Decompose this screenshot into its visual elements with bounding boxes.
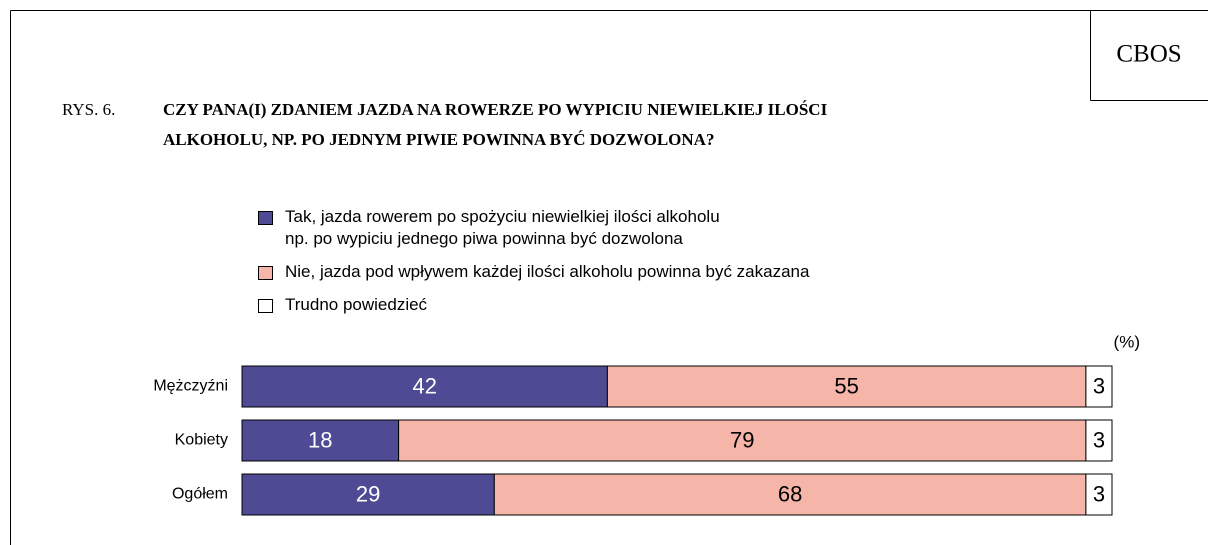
source-label: CBOS xyxy=(1116,41,1181,68)
bar-segment xyxy=(493,473,1087,516)
legend: Tak, jazda rowerem po spożyciu niewielki… xyxy=(258,206,809,327)
value-label: 18 xyxy=(308,427,332,452)
legend-swatch xyxy=(258,211,273,225)
category-label: Mężczyźni xyxy=(153,378,228,395)
legend-swatch xyxy=(258,266,273,280)
bar-segment xyxy=(241,365,608,408)
bar-segment xyxy=(241,419,400,462)
value-label: 79 xyxy=(730,427,754,452)
value-label: 3 xyxy=(1093,373,1105,398)
category-label: Kobiety xyxy=(175,432,228,449)
unit-label: (%) xyxy=(1114,332,1140,351)
bar-segment xyxy=(1085,473,1113,516)
value-label: 42 xyxy=(412,373,436,398)
legend-swatch xyxy=(258,299,273,313)
category-label: Ogółem xyxy=(172,486,228,503)
bar-segment xyxy=(1085,419,1113,462)
bar-segment xyxy=(398,419,1087,462)
bar-segment xyxy=(606,365,1087,408)
legend-label: Trudno powiedzieć xyxy=(285,295,428,314)
legend-item: Nie, jazda pod wpływem każdej ilości alk… xyxy=(258,261,809,283)
legend-item: Trudno powiedzieć xyxy=(258,294,809,316)
legend-label: Tak, jazda rowerem po spożyciu niewielki… xyxy=(285,207,720,248)
legend-label: Nie, jazda pod wpływem każdej ilości alk… xyxy=(285,262,810,281)
chart-title: CZY PANA(I) ZDANIEM JAZDA NA ROWERZE PO … xyxy=(163,100,828,119)
chart-title: ALKOHOLU, NP. PO JEDNYM PIWIE POWINNA BY… xyxy=(163,130,714,149)
legend-item: Tak, jazda rowerem po spożyciu niewielki… xyxy=(258,206,809,250)
value-label: 3 xyxy=(1093,427,1105,452)
value-label: 29 xyxy=(356,481,380,506)
value-label: 68 xyxy=(778,481,802,506)
value-label: 55 xyxy=(834,373,858,398)
figure-number: RYS. 6. xyxy=(62,100,115,119)
bar-segment xyxy=(1085,365,1113,408)
bar-segment xyxy=(241,473,495,516)
value-label: 3 xyxy=(1093,481,1105,506)
